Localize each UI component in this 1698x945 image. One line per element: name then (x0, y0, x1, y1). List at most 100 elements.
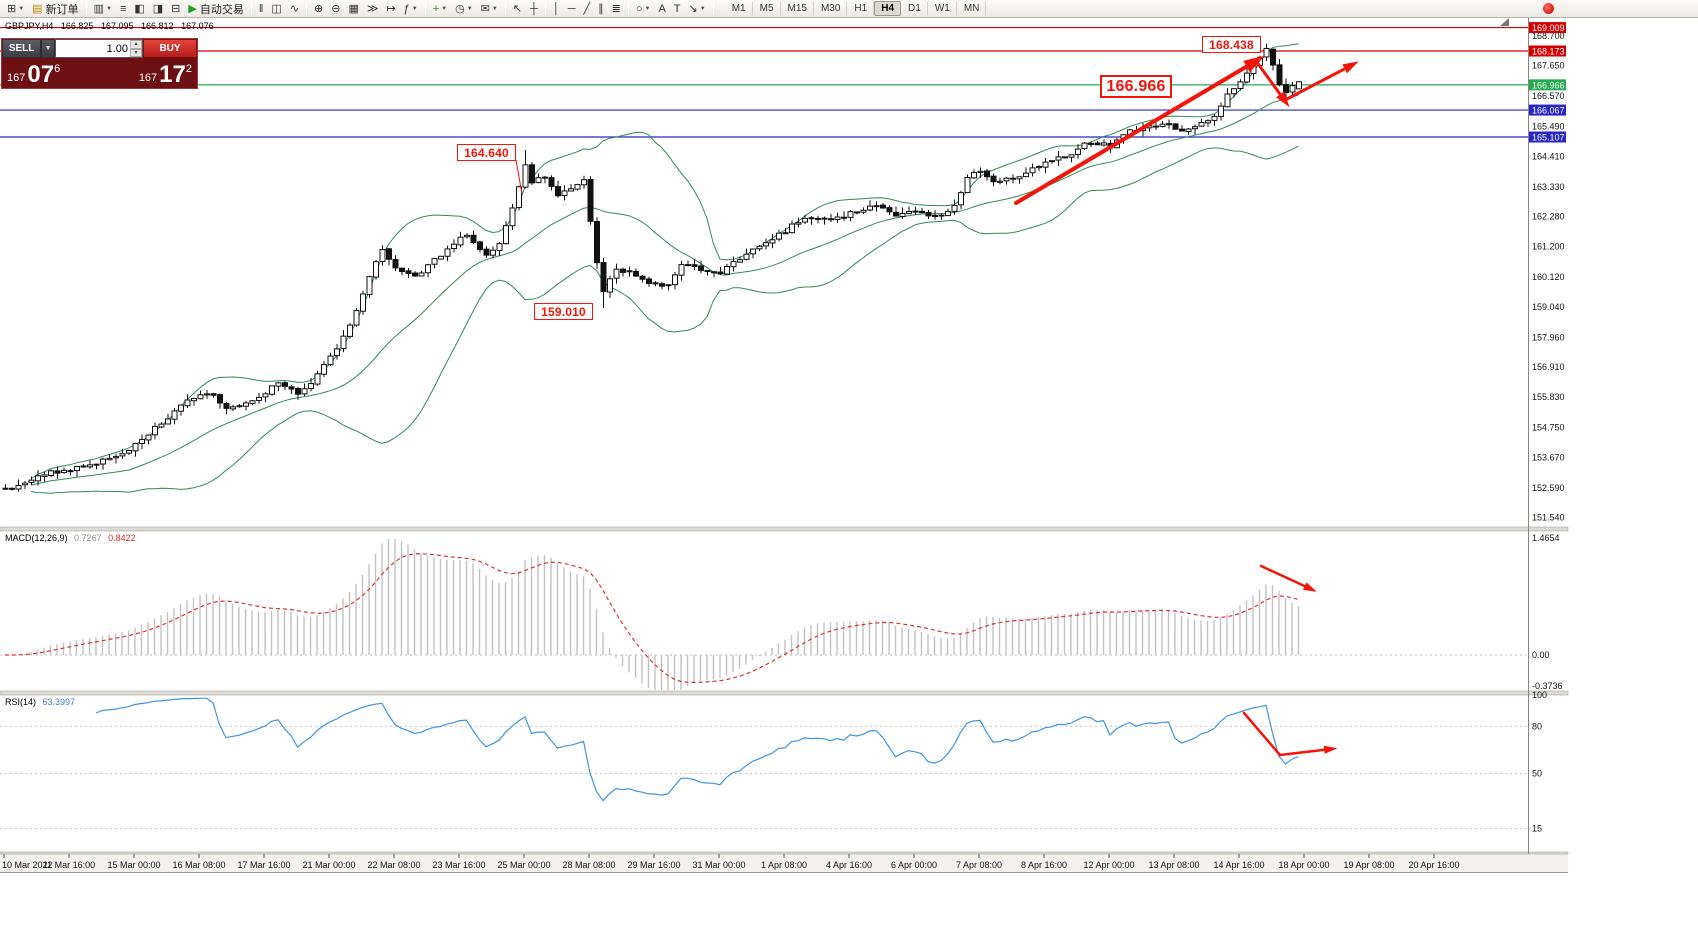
text-icon: A (658, 2, 666, 15)
auto-trading-button[interactable]: ▶ 自动交易 (184, 1, 247, 17)
symbol-period-label: GBPJPY,H4 (5, 21, 54, 31)
svg-text:166.570: 166.570 (1532, 91, 1565, 101)
svg-text:159.040: 159.040 (1532, 302, 1565, 312)
fibonacci-icon: ≣ (611, 2, 621, 15)
chart-shift-button[interactable]: ↦ (382, 1, 399, 17)
vertical-line-icon: │ (552, 2, 560, 15)
svg-text:11 Mar 16:00: 11 Mar 16:00 (43, 860, 95, 870)
channel-button[interactable]: ∥ (594, 1, 608, 17)
timeframe-w1-button[interactable]: W1 (928, 1, 957, 16)
alerts-button[interactable]: ✉ ▼ (477, 1, 502, 17)
price-axis[interactable]: 168.700 167.650 166.570 165.490 164.410 163.3… (1529, 22, 1566, 833)
timeframe-m15-button[interactable]: M15 (781, 1, 814, 16)
chart-shift-marker[interactable] (1500, 18, 1509, 26)
toolbar-separator (85, 2, 87, 15)
svg-text:80: 80 (1532, 721, 1542, 731)
svg-text:152.590: 152.590 (1532, 483, 1565, 493)
zoom-out-icon: ⊖ (331, 2, 341, 15)
buy-price-pip: 2 (185, 63, 192, 75)
macd-indicator (5, 539, 1300, 690)
terminal-button[interactable]: ⊟ (167, 1, 184, 17)
order-options-dropdown[interactable]: ▼ (41, 39, 56, 58)
alerts-icon: ✉ (480, 2, 490, 15)
text-label-button[interactable]: T (670, 1, 685, 17)
toolbar-separator (712, 2, 714, 15)
lot-decrease-button[interactable]: ▾ (130, 48, 143, 57)
lot-size-input[interactable] (56, 40, 131, 57)
line-chart-icon: ∿ (289, 2, 300, 15)
auto-scroll-icon: ≫ (366, 2, 379, 15)
add-template-icon: + (432, 2, 440, 15)
svg-text:17 Mar 16:00: 17 Mar 16:00 (237, 860, 290, 870)
data-window-button[interactable]: ◧ (130, 1, 148, 17)
crosshair-button[interactable]: ┼ (526, 1, 542, 17)
new-order-button[interactable]: ▤ 新订单 (28, 1, 82, 17)
horizontal-line-button[interactable]: ─ (564, 1, 580, 17)
new-chart-button[interactable]: ⊞ ▼ (3, 1, 28, 17)
svg-text:155.830: 155.830 (1532, 392, 1565, 402)
shapes-button[interactable]: ○ ▼ (632, 1, 655, 17)
svg-text:163.330: 163.330 (1532, 182, 1565, 192)
sell-price-pip: 6 (54, 63, 61, 75)
timeframe-m30-button[interactable]: M30 (814, 1, 848, 16)
timeframe-m5-button[interactable]: M5 (753, 1, 781, 16)
market-watch-button[interactable]: ≡ (116, 1, 130, 17)
bar-chart-button[interactable]: ‖ (255, 1, 268, 17)
svg-text:6 Apr 00:00: 6 Apr 00:00 (891, 860, 937, 870)
add-template-button[interactable]: + ▼ (429, 1, 451, 17)
timeframe-d1-button[interactable]: D1 (901, 1, 928, 16)
timeframe-mn-button[interactable]: MN (957, 1, 987, 16)
indicators-button[interactable]: ƒ ▼ (400, 1, 422, 17)
candlestick-chart-icon: ◫ (271, 2, 282, 15)
auto-trading-icon: ▶ (188, 2, 197, 15)
caret-down-icon: ▼ (411, 5, 418, 12)
toolbar: ⊞ ▼ ▤ 新订单 ▥ ▼ ≡ ◧ ◨ ⊟ ▶ 自动交易 ‖ ◫ ∿ ⊕ ⊖ ▦ ≫ ↦ ƒ ▼ + ▼ ◷ ▼ ✉ ▼ ↖ ┼ │ ─ ╱ ∥ ≣… (0, 0, 1698, 18)
line-chart-button[interactable]: ∿ (286, 1, 303, 17)
indicators-icon: ƒ (403, 2, 410, 15)
tile-windows-button[interactable]: ▦ (344, 1, 362, 17)
profiles-icon: ▥ (93, 2, 104, 15)
horizontal-line-icon: ─ (567, 2, 576, 15)
timeframe-h1-button[interactable]: H1 (847, 1, 875, 16)
vertical-line-button[interactable]: │ (549, 1, 564, 17)
sell-price-big: 07 (27, 61, 55, 88)
tile-windows-icon: ▦ (348, 2, 359, 15)
profiles-button[interactable]: ▥ ▼ (90, 1, 116, 17)
svg-text:15: 15 (1532, 823, 1542, 833)
annotation-arrows[interactable] (515, 55, 1359, 757)
candlestick-chart-button[interactable]: ◫ (267, 1, 285, 17)
navigator-button[interactable]: ◨ (149, 1, 167, 17)
rsi-name: RSI(14) (5, 697, 37, 707)
caret-down-icon: ▼ (44, 45, 52, 52)
main-plot[interactable] (0, 26, 1528, 494)
lot-increase-button[interactable]: ▴ (130, 40, 143, 49)
svg-text:168.173: 168.173 (1532, 47, 1565, 57)
terminal-icon: ⊟ (171, 2, 181, 15)
svg-text:22 Mar 08:00: 22 Mar 08:00 (367, 860, 420, 870)
zoom-out-button[interactable]: ⊖ (327, 1, 344, 17)
auto-trading-button-label: 自动交易 (199, 3, 244, 16)
svg-text:25 Mar 00:00: 25 Mar 00:00 (497, 860, 550, 870)
text-button[interactable]: A (654, 1, 669, 17)
lot-size-field: ▴ ▾ (55, 39, 144, 58)
trendline-button[interactable]: ╱ (580, 1, 595, 17)
arrows-object-button[interactable]: ↘ ▼ (685, 1, 710, 17)
svg-text:18 Apr 00:00: 18 Apr 00:00 (1278, 860, 1329, 870)
sell-price-prefix: 167 (7, 72, 26, 84)
fibonacci-button[interactable]: ≣ (608, 1, 625, 17)
sell-button[interactable]: SELL (2, 39, 42, 58)
svg-text:0.00: 0.00 (1532, 650, 1550, 660)
navigator-icon: ◨ (152, 2, 164, 15)
svg-text:157.960: 157.960 (1532, 332, 1565, 342)
timeframe-m1-button[interactable]: M1 (725, 1, 753, 16)
timeframe-h4-button[interactable]: H4 (874, 1, 902, 16)
caret-down-icon: ▼ (105, 5, 112, 12)
zoom-in-button[interactable]: ⊕ (310, 1, 327, 17)
periods-button[interactable]: ◷ ▼ (451, 1, 477, 17)
cursor-button[interactable]: ↖ (509, 1, 526, 17)
buy-button[interactable]: BUY (143, 39, 197, 58)
auto-scroll-button[interactable]: ≫ (363, 1, 383, 17)
new-order-button-label: 新订单 (45, 3, 79, 16)
